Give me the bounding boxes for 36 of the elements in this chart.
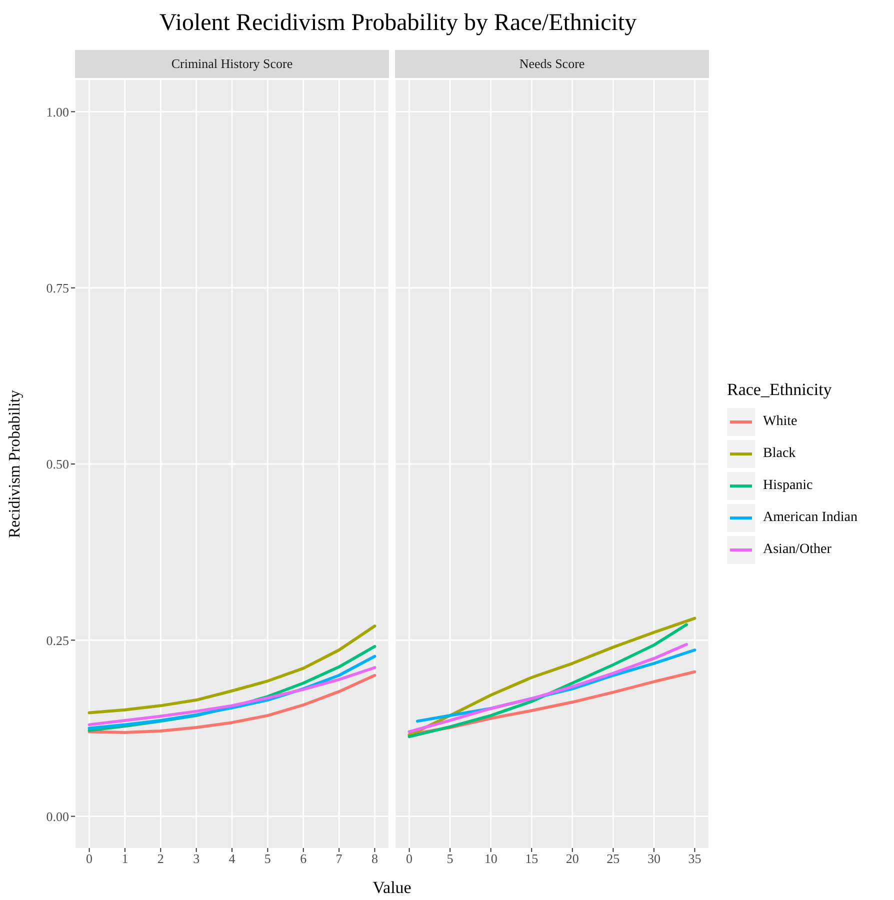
x-axis-title: Value [372,878,412,898]
x-tick-label: 30 [647,851,660,866]
y-tick-label: 0.75 [46,280,69,296]
chart-subtitle: Criminal History Score [75,50,389,78]
y-tick-label: 0.50 [46,456,69,472]
x-tick-label: 5 [446,851,454,866]
x-tick-label: 5 [264,851,271,866]
legend-label: Asian/Other [763,542,832,558]
x-tick-label: 4 [228,851,236,866]
x-tick-label: 1 [122,851,128,866]
chart-title: Violent Recidivism Probability by Race/Ethnicity [158,9,638,38]
y-tick-label: 0.25 [46,632,69,648]
x-tick-label: 2 [157,851,164,866]
y-axis-title: Recidivism Probability [6,390,24,538]
x-tick-label: 6 [300,851,308,866]
legend-label: White [763,414,798,430]
x-tick-label: 25 [606,851,620,866]
x-tick-label: 0 [86,851,93,866]
line-series [88,666,376,726]
x-tick-label: 35 [688,851,702,866]
x-tick-label: 7 [336,851,343,866]
x-tick-label: 10 [484,851,498,866]
y-tick-label: 0.00 [46,808,69,824]
legend-label: Black [763,446,796,462]
legend-title: Race_Ethnicity [727,380,833,400]
x-tick-label: 8 [371,851,378,866]
x-tick-label: 20 [566,851,579,866]
x-tick-label: 3 [193,851,200,866]
x-tick-label: 0 [406,851,413,866]
line-series [88,624,376,714]
line-series [88,674,376,734]
legend-label: Hispanic [763,478,813,494]
legend-label: American Indian [763,510,858,526]
y-tick-label: 1.00 [46,104,69,120]
chart-subtitle: Needs Score [395,50,709,78]
x-tick-label: 15 [525,851,538,866]
